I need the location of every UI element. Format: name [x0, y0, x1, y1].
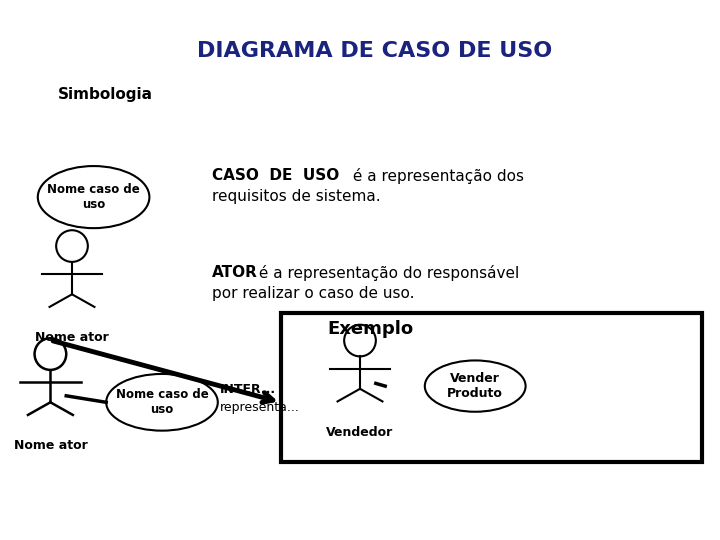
Text: ATOR: ATOR	[212, 265, 258, 280]
Text: Nome caso de
uso: Nome caso de uso	[48, 183, 140, 211]
Bar	[281, 313, 702, 462]
Text: CASO  DE  USO: CASO DE USO	[212, 168, 340, 183]
Text: Exemplo: Exemplo	[328, 320, 414, 339]
Text: por realizar o caso de uso.: por realizar o caso de uso.	[212, 286, 415, 301]
Text: Simbologia: Simbologia	[58, 87, 153, 102]
Text: Nome caso de
uso: Nome caso de uso	[116, 388, 208, 416]
Text: requisitos de sistema.: requisitos de sistema.	[212, 188, 381, 204]
Text: Vendedor: Vendedor	[326, 426, 394, 438]
Text: INTER...: INTER...	[220, 383, 276, 396]
Text: Nome ator: Nome ator	[35, 331, 109, 344]
Text: é a representação do responsável: é a representação do responsável	[254, 265, 519, 281]
Text: Vender
Produto: Vender Produto	[447, 372, 503, 400]
Text: Nome ator: Nome ator	[14, 439, 87, 452]
Text: representa...: representa...	[220, 401, 300, 414]
Text: DIAGRAMA DE CASO DE USO: DIAGRAMA DE CASO DE USO	[197, 41, 552, 62]
Text: é a representação dos: é a representação dos	[348, 167, 523, 184]
